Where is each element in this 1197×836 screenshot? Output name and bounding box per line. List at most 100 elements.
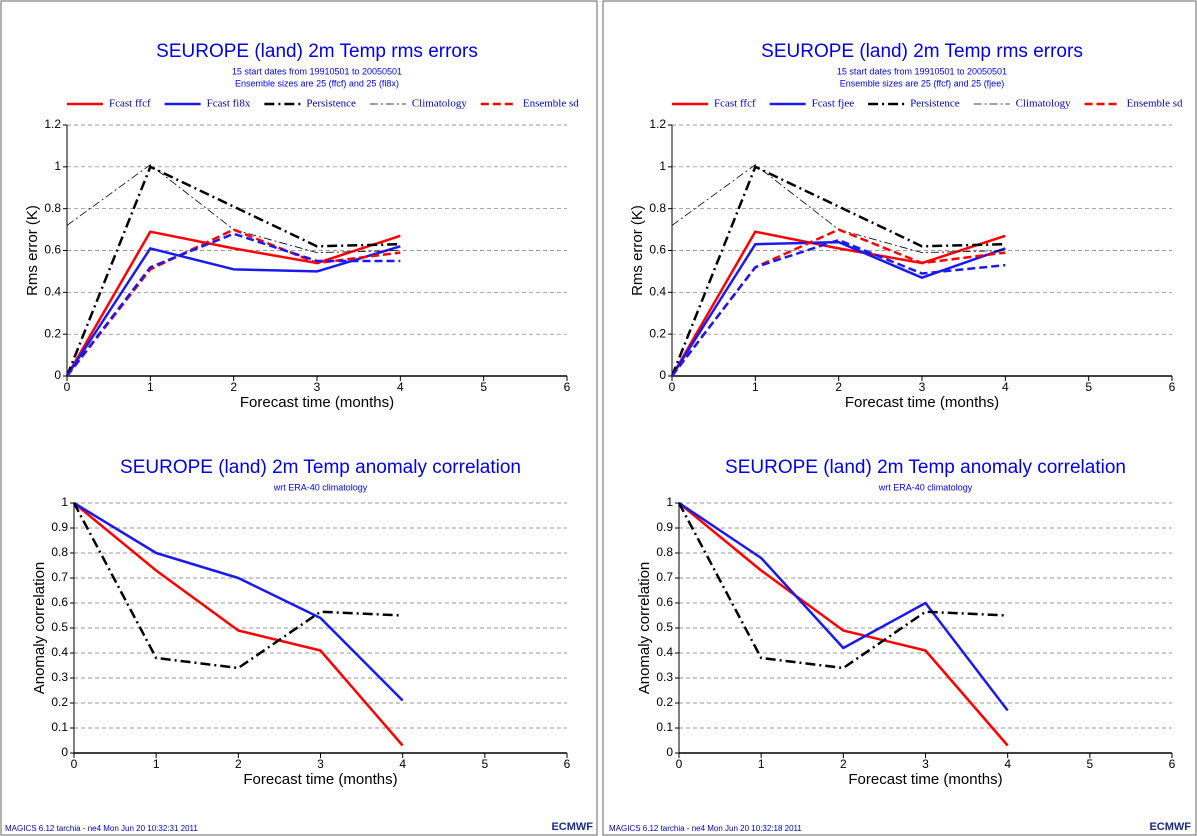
- x-tick-label: 0: [71, 757, 78, 771]
- y-tick-label: 1.2: [44, 117, 61, 131]
- legend-label: Fcast ffcf: [109, 98, 151, 110]
- x-tick-label: 4: [1004, 757, 1011, 771]
- chart-title: SEUROPE (land) 2m Temp rms errors: [156, 41, 478, 62]
- legend-label: Climatology: [1016, 98, 1072, 110]
- series-line: [72, 502, 403, 670]
- x-axis-label: Forecast time (months): [240, 394, 394, 411]
- y-tick-label: 0.6: [44, 243, 61, 257]
- y-tick-label: 0.6: [51, 595, 68, 609]
- y-tick-label: 0.4: [51, 645, 68, 659]
- footer-text: MAGICS 6.12 tarchia - ne4 Mon Jun 20 10:…: [5, 824, 198, 833]
- y-tick-label: 1: [54, 159, 61, 173]
- legend-label: Ensemble sd: [523, 98, 579, 110]
- series-line: [65, 165, 401, 377]
- legend-label: Persistence: [306, 98, 356, 110]
- chart-subtitle: wrt ERA-40 climatology: [878, 482, 973, 492]
- x-axis-label: Forecast time (months): [243, 771, 397, 788]
- y-tick-label: 0.5: [656, 620, 673, 634]
- series-line: [73, 501, 404, 702]
- y-tick-label: 0.8: [44, 201, 61, 215]
- y-tick-label: 1: [666, 495, 673, 509]
- y-axis-label: Anomaly correlation: [31, 562, 48, 695]
- x-tick-label: 5: [480, 380, 487, 394]
- x-tick-label: 1: [147, 380, 154, 394]
- series-line: [678, 501, 1009, 712]
- chart-subtitle: 15 start dates from 19910501 to 20050501: [232, 66, 402, 76]
- y-tick-label: 0.2: [44, 326, 61, 340]
- logo: ECMWF: [1149, 821, 1191, 833]
- footer-text: MAGICS 6.12 tarchia - ne4 Mon Jun 20 10:…: [609, 824, 802, 833]
- x-tick-label: 6: [564, 757, 571, 771]
- y-tick-label: 0.2: [649, 326, 666, 340]
- x-tick-label: 6: [1169, 380, 1176, 394]
- chart-subtitle: Ensemble sizes are 25 (ffcf) and 25 (fi8…: [235, 78, 399, 88]
- x-tick-label: 5: [481, 757, 488, 771]
- series-line: [678, 502, 1009, 747]
- y-tick-label: 0.1: [656, 720, 673, 734]
- y-tick-label: 0.4: [649, 285, 666, 299]
- y-tick-label: 0.3: [656, 670, 673, 684]
- chart-title: SEUROPE (land) 2m Temp anomaly correlati…: [725, 457, 1126, 478]
- legend-label: Fcast fjee: [812, 98, 855, 110]
- legend-label: Climatology: [412, 98, 468, 110]
- y-tick-label: 1: [61, 495, 68, 509]
- series-line: [66, 164, 401, 253]
- legend-label: Fcast fi8x: [207, 98, 251, 110]
- y-axis-label: Rms error (K): [24, 205, 41, 296]
- y-tick-label: 1.2: [649, 117, 666, 131]
- y-tick-label: 0.2: [656, 695, 673, 709]
- x-tick-label: 2: [835, 380, 842, 394]
- series-line: [670, 240, 1006, 377]
- y-tick-label: 0.6: [656, 595, 673, 609]
- x-axis-label: Forecast time (months): [848, 771, 1002, 788]
- y-tick-label: 0.3: [51, 670, 68, 684]
- y-tick-label: 0.8: [51, 545, 68, 559]
- legend-label: Ensemble sd: [1127, 98, 1183, 110]
- panel-border: [602, 0, 1197, 836]
- series-line: [65, 245, 401, 377]
- y-axis-label: Anomaly correlation: [636, 562, 653, 695]
- x-tick-label: 5: [1086, 757, 1093, 771]
- logo: ECMWF: [551, 821, 593, 833]
- x-tick-label: 1: [752, 380, 759, 394]
- y-tick-label: 0.7: [656, 570, 673, 584]
- x-axis-label: Forecast time (months): [845, 394, 999, 411]
- panel-border: [0, 0, 598, 836]
- chart-title: SEUROPE (land) 2m Temp anomaly correlati…: [120, 457, 521, 478]
- series-line: [677, 502, 1008, 670]
- x-tick-label: 2: [840, 757, 847, 771]
- chart-subtitle: 15 start dates from 19910501 to 20050501: [837, 66, 1007, 76]
- x-tick-label: 3: [919, 380, 926, 394]
- x-tick-label: 3: [922, 757, 929, 771]
- x-tick-label: 6: [564, 380, 571, 394]
- x-tick-label: 4: [399, 757, 406, 771]
- series-line: [65, 230, 401, 377]
- x-tick-label: 0: [64, 380, 71, 394]
- y-tick-label: 0.4: [656, 645, 673, 659]
- x-tick-label: 0: [676, 757, 683, 771]
- y-tick-label: 0: [54, 368, 61, 382]
- y-tick-label: 0.6: [649, 243, 666, 257]
- y-tick-label: 0.7: [51, 570, 68, 584]
- chart-title: SEUROPE (land) 2m Temp rms errors: [761, 41, 1083, 62]
- y-tick-label: 0: [61, 745, 68, 759]
- x-tick-label: 3: [317, 757, 324, 771]
- legend-label: Fcast ffcf: [714, 98, 756, 110]
- x-tick-label: 4: [397, 380, 404, 394]
- series-line: [670, 165, 1006, 377]
- y-tick-label: 0.8: [649, 201, 666, 215]
- series-line: [73, 502, 404, 747]
- y-tick-label: 0: [659, 368, 666, 382]
- y-tick-label: 1: [659, 159, 666, 173]
- x-tick-label: 1: [758, 757, 765, 771]
- y-axis-label: Rms error (K): [629, 205, 646, 296]
- chart-subtitle: Ensemble sizes are 25 (ffcf) and 25 (fje…: [840, 78, 1004, 88]
- chart-subtitle: wrt ERA-40 climatology: [273, 482, 368, 492]
- y-tick-label: 0: [666, 745, 673, 759]
- y-tick-label: 0.4: [44, 285, 61, 299]
- x-tick-label: 0: [669, 380, 676, 394]
- x-tick-label: 5: [1085, 380, 1092, 394]
- series-line: [671, 238, 1006, 377]
- y-tick-label: 0.9: [51, 520, 68, 534]
